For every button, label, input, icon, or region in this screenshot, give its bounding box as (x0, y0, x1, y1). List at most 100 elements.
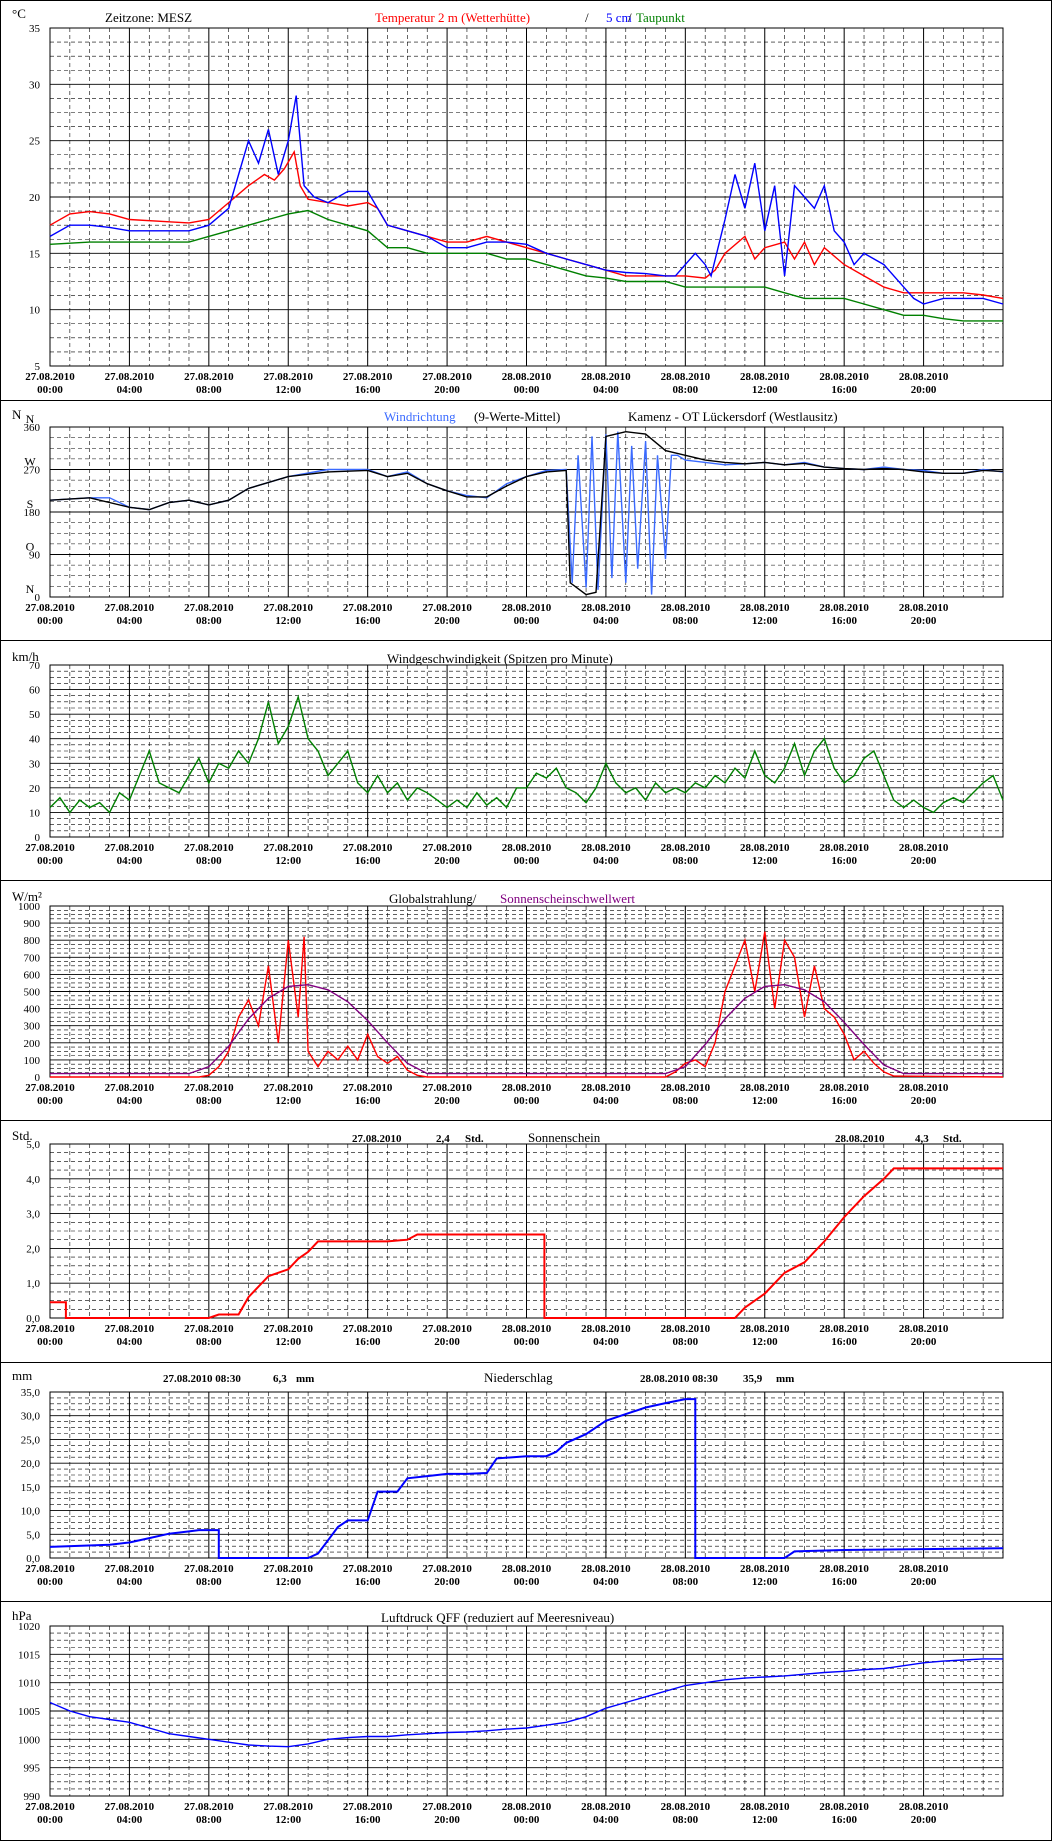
panel-press-xtick-date: 27.08.2010 (422, 1801, 472, 1813)
panel-rad-xtick-date: 28.08.2010 (819, 1082, 869, 1094)
panel-rad-xtick-date: 27.08.2010 (264, 1082, 314, 1094)
panel-press-ytick-label: 1000 (18, 1734, 41, 1746)
panel-rad-xtick-time: 20:00 (911, 1095, 937, 1107)
panel-wspd-xtick-date: 27.08.2010 (25, 842, 75, 854)
panel-wdir-xtick-time: 08:00 (196, 615, 222, 627)
panel-temp-ytick-label: 15 (29, 248, 41, 260)
panel-rain-annotation-value: 6,3 (273, 1373, 287, 1385)
panel-wspd-xtick-time: 08:00 (196, 855, 222, 867)
panel-wspd-ytick-label: 0 (35, 832, 41, 844)
panel-temp-xtick-date: 28.08.2010 (661, 371, 711, 383)
panel-wdir-xtick-date: 27.08.2010 (184, 602, 234, 614)
panel-sun-xtick-date: 28.08.2010 (661, 1323, 711, 1335)
panel-temp-xtick-date: 27.08.2010 (25, 371, 75, 383)
panel-wdir-title-part: Kamenz - OT Lückersdorf (Westlausitz) (628, 409, 838, 424)
panel-rain-ytick-label: 10,0 (21, 1506, 41, 1518)
panel-sun-annotation-value: 2,4 (436, 1133, 450, 1145)
panel-wdir-compass-label: O (26, 540, 35, 554)
panel-rain-xtick-time: 00:00 (37, 1576, 63, 1588)
panel-sun-plot-frame (49, 1143, 1004, 1319)
panel-wspd-xtick-date: 27.08.2010 (343, 842, 393, 854)
panel-wspd-ytick-label: 70 (29, 660, 41, 672)
panel-rain-xtick-time: 12:00 (275, 1576, 301, 1588)
panel-rad-xtick-time: 20:00 (434, 1095, 460, 1107)
panel-rad-xtick-time: 08:00 (196, 1095, 222, 1107)
panel-wspd-title-part: Windgeschwindigkeit (Spitzen pro Minute) (387, 651, 613, 666)
panel-sun-xtick-time: 04:00 (593, 1336, 619, 1348)
panel-rain-xtick-time: 08:00 (196, 1576, 222, 1588)
panel-sun-xtick-time: 12:00 (752, 1336, 778, 1348)
panel-temp-unit-label: °C (12, 6, 26, 21)
panel-press-series-line (49, 1658, 1003, 1748)
panel-rain-unit-label: mm (12, 1368, 32, 1383)
panel-temp-xtick-time: 08:00 (196, 384, 222, 396)
panel-press-xtick-time: 16:00 (355, 1814, 381, 1826)
panel-temp-ytick-label: 10 (29, 305, 41, 317)
panel-rain-xtick-date: 27.08.2010 (105, 1563, 155, 1575)
panel-temp-series-line (49, 95, 1004, 305)
panel-rad-ytick-label: 400 (24, 1004, 41, 1016)
panel-press-ytick-label: 990 (24, 1791, 41, 1803)
panel-temp-xtick-date: 28.08.2010 (740, 371, 790, 383)
panel-sun-xtick-date: 27.08.2010 (184, 1323, 234, 1335)
panel-sun-xtick-time: 08:00 (672, 1336, 698, 1348)
panel-wdir-xtick-date: 27.08.2010 (343, 602, 393, 614)
panel-wdir-xtick-time: 12:00 (275, 615, 301, 627)
panel-press-ytick-label: 1015 (18, 1649, 41, 1661)
panel-wspd-xtick-time: 08:00 (672, 855, 698, 867)
panel-wdir-compass-label: N (26, 412, 35, 426)
panel-sun-annotation-unit: Std. (465, 1133, 484, 1145)
panel-press-xtick-date: 28.08.2010 (661, 1801, 711, 1813)
panel-sun-xtick-time: 20:00 (434, 1336, 460, 1348)
panel-press-xtick-date: 28.08.2010 (819, 1801, 869, 1813)
panel-sun-ytick-label: 3,0 (26, 1209, 40, 1221)
panel-rain-xtick-date: 27.08.2010 (184, 1563, 234, 1575)
panel-sun-xtick-time: 00:00 (37, 1336, 63, 1348)
panel-rad: 10009008007006005004003002001000W/m²27.0… (0, 880, 1052, 1107)
panel-sun-xtick-date: 27.08.2010 (264, 1323, 314, 1335)
panel-wspd-xtick-time: 00:00 (37, 855, 63, 867)
panel-rad-xtick-date: 28.08.2010 (740, 1082, 790, 1094)
panel-press-xtick-time: 04:00 (117, 1814, 143, 1826)
panel-sun-xtick-date: 28.08.2010 (819, 1323, 869, 1335)
panel-press-xtick-date: 28.08.2010 (740, 1801, 790, 1813)
panel-rain-title-part: Niederschlag (484, 1370, 553, 1385)
panel-press-xtick-time: 00:00 (514, 1814, 540, 1826)
panel-temp-title-part: Zeitzone: MESZ (105, 10, 192, 25)
panel-press-xtick-time: 12:00 (752, 1814, 778, 1826)
panel-wspd-ytick-label: 40 (29, 734, 41, 746)
panel-wdir-compass-label: N (26, 582, 35, 596)
panel-sun-xtick-date: 28.08.2010 (581, 1323, 631, 1335)
panel-press-xtick-date: 27.08.2010 (105, 1801, 155, 1813)
panel-rad-xtick-date: 27.08.2010 (422, 1082, 472, 1094)
panel-wdir-xtick-time: 20:00 (911, 615, 937, 627)
panel-rain-xtick-time: 00:00 (514, 1576, 540, 1588)
panel-wdir-title-part: (9-Werte-Mittel) (474, 409, 560, 424)
panel-sun-unit-label: Std. (12, 1128, 33, 1143)
panel-press-xtick-date: 28.08.2010 (899, 1801, 949, 1813)
panel-sun-ytick-label: 2,0 (26, 1243, 40, 1255)
panel-sun-xtick-date: 28.08.2010 (899, 1323, 949, 1335)
panel-press-unit-label: hPa (12, 1608, 32, 1623)
panel-temp-xtick-time: 12:00 (275, 384, 301, 396)
panel-wspd-xtick-time: 04:00 (117, 855, 143, 867)
panel-rad-xtick-date: 28.08.2010 (661, 1082, 711, 1094)
panel-rain-annotation-date: 27.08.2010 08:30 (163, 1373, 241, 1385)
panel-sun-ytick-label: 0,0 (26, 1313, 40, 1325)
panel-sun-ytick-label: 5,0 (26, 1139, 40, 1151)
panel-wspd-ytick-label: 60 (29, 685, 41, 697)
panel-wdir-xtick-time: 00:00 (37, 615, 63, 627)
panel-temp-title-part: Taupunkt (636, 10, 685, 25)
panel-press-xtick-time: 08:00 (196, 1814, 222, 1826)
panel-temp-title-part: / (628, 10, 632, 25)
panel-sun-xtick-date: 27.08.2010 (343, 1323, 393, 1335)
panel-rain-xtick-date: 27.08.2010 (25, 1563, 75, 1575)
panel-sun-xtick-date: 27.08.2010 (25, 1323, 75, 1335)
panel-sun-series-line (50, 1167, 1003, 1319)
panel-temp-ytick-label: 25 (29, 136, 41, 148)
panel-rad-ytick-label: 200 (24, 1038, 41, 1050)
panel-rad-ytick-label: 300 (24, 1021, 41, 1033)
panel-press-xtick-date: 28.08.2010 (502, 1801, 552, 1813)
panel-rad-xtick-date: 27.08.2010 (184, 1082, 234, 1094)
panel-wdir-title-part: Windrichtung (384, 409, 456, 424)
